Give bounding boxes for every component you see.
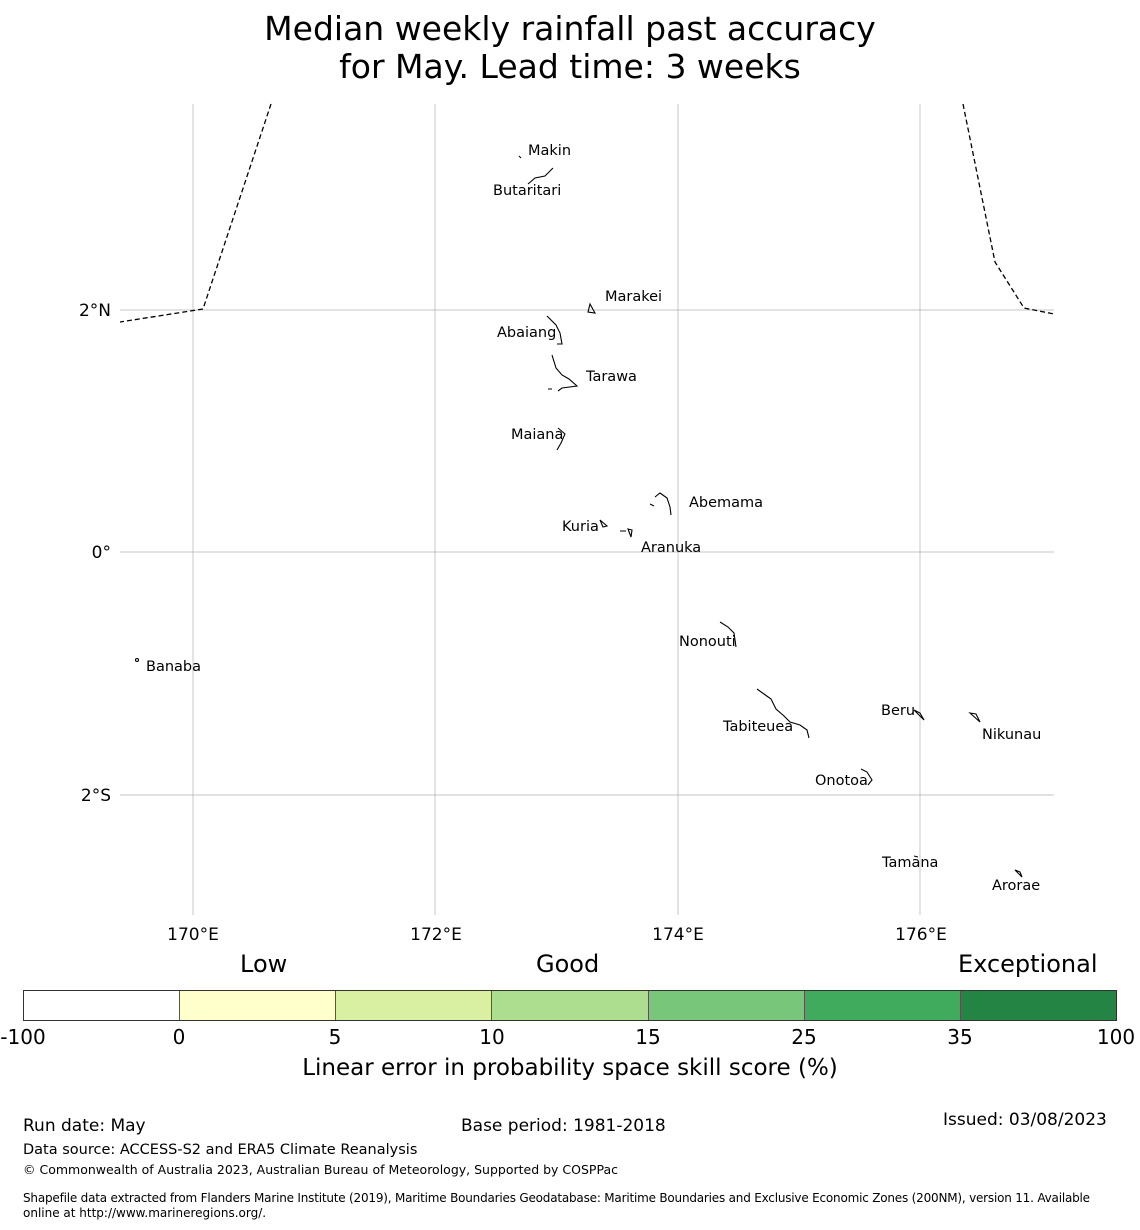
lon-tick-labels: 170°E 172°E 174°E 176°E (167, 925, 947, 940)
lat-tick-2n: 2°N (79, 301, 111, 321)
copyright: © Commonwealth of Australia 2023, Austra… (23, 1162, 618, 1177)
island-label-beru: Beru (881, 703, 915, 719)
island-label-makin: Makin (528, 143, 571, 159)
map: Makin Butaritari Marakei Abaiang Tarawa … (79, 103, 1055, 940)
title-line-1: Median weekly rainfall past accuracy (264, 9, 876, 48)
island-label-marakei: Marakei (605, 289, 662, 305)
island-shape-abemama (649, 492, 672, 516)
island-shape-banaba (134, 657, 140, 663)
island-label-abemama: Abemama (689, 495, 763, 511)
colorbar-tick: 10 (479, 1025, 505, 1049)
colorbar-tick: 100 (1096, 1025, 1136, 1049)
island-label-kuria: Kuria (562, 519, 599, 535)
island-label-onotoa: Onotoa (815, 773, 868, 789)
island-label-aranuka: Aranuka (641, 540, 701, 556)
lon-tick-170e: 170°E (167, 925, 219, 940)
colorbar-tick: 15 (635, 1025, 661, 1049)
lon-tick-176e: 176°E (895, 925, 947, 940)
shapefile-credit-line-1: Shapefile data extracted from Flanders M… (23, 1191, 1090, 1205)
island-shape-butaritari (527, 167, 554, 185)
island-shape-nikunau (968, 712, 981, 723)
colorbar-segment (960, 991, 1116, 1020)
island-label-tamana: Tamana (881, 855, 938, 871)
lat-tick-0: 0° (92, 543, 111, 563)
island-shape-nonouti (719, 621, 737, 648)
colorbar-tick: 35 (947, 1025, 973, 1049)
island-label-nonouti: Nonouti (679, 634, 736, 650)
colorbar-tick: 25 (791, 1025, 817, 1049)
island-label-nikunau: Nikunau (982, 727, 1041, 743)
issued-date: Issued: 03/08/2023 (943, 1110, 1107, 1130)
island-shape-arorae (1014, 869, 1023, 878)
island-shape-kuria (599, 519, 609, 528)
island-shape-marakei (587, 302, 597, 314)
island-shape-aranuka (620, 528, 633, 538)
island-shape-onotoa (860, 768, 873, 786)
lon-tick-174e: 174°E (652, 925, 704, 940)
eez-boundaries (119, 103, 1055, 323)
shapefile-credit-line-2: online at http://www.marineregions.org/. (23, 1206, 267, 1220)
island-shape-makin (518, 155, 522, 159)
island-label-banaba: Banaba (146, 659, 201, 675)
data-source: Data source: ACCESS-S2 and ERA5 Climate … (23, 1142, 418, 1158)
island-label-abaiang: Abaiang (497, 325, 556, 341)
chart-title: Median weekly rainfall past accuracy for… (0, 10, 1140, 86)
island-label-tabiteuea: Tabiteuea (722, 719, 793, 735)
colorbar-segment (336, 991, 493, 1020)
island-shapes (134, 155, 1023, 878)
colorbar-tick: 0 (172, 1025, 186, 1049)
lat-tick-labels: 2°N 0° 2°S (79, 301, 111, 806)
island-shape-beru (913, 709, 925, 721)
colorbar-segment (648, 991, 805, 1020)
island-shape-tamana (913, 855, 919, 858)
legend-category-low: Low (240, 950, 288, 978)
island-shape-abaiang (546, 315, 563, 345)
lat-tick-2s: 2°S (81, 786, 111, 806)
base-period: Base period: 1981-2018 (461, 1116, 666, 1136)
island-label-maiana: Maiana (511, 427, 563, 443)
island-label-arorae: Arorae (992, 878, 1040, 894)
island-label-butaritari: Butaritari (493, 183, 561, 199)
island-shape-maiana (556, 427, 566, 451)
island-label-tarawa: Tarawa (585, 369, 637, 385)
colorbar-segment (492, 991, 649, 1020)
lon-tick-172e: 172°E (410, 925, 462, 940)
colorbar-tick: -100 (0, 1025, 46, 1049)
eez-boundary-east (962, 103, 1055, 315)
gridlines (120, 104, 1054, 915)
title-line-2: for May. Lead time: 3 weeks (339, 47, 801, 86)
island-shape-tabiteuea (756, 688, 810, 739)
island-labels: Makin Butaritari Marakei Abaiang Tarawa … (146, 143, 1041, 894)
colorbar-segment (804, 991, 961, 1020)
legend-category-exceptional: Exceptional (958, 950, 1098, 978)
run-date: Run date: May (23, 1116, 146, 1136)
colorbar-segment (24, 991, 181, 1020)
colorbar (23, 990, 1117, 1021)
colorbar-segment (180, 991, 337, 1020)
colorbar-label: Linear error in probability space skill … (302, 1055, 838, 1081)
legend-category-good: Good (536, 950, 600, 978)
island-shape-tarawa (548, 354, 579, 392)
eez-boundary-west (119, 103, 272, 323)
colorbar-tick: 5 (328, 1025, 342, 1049)
